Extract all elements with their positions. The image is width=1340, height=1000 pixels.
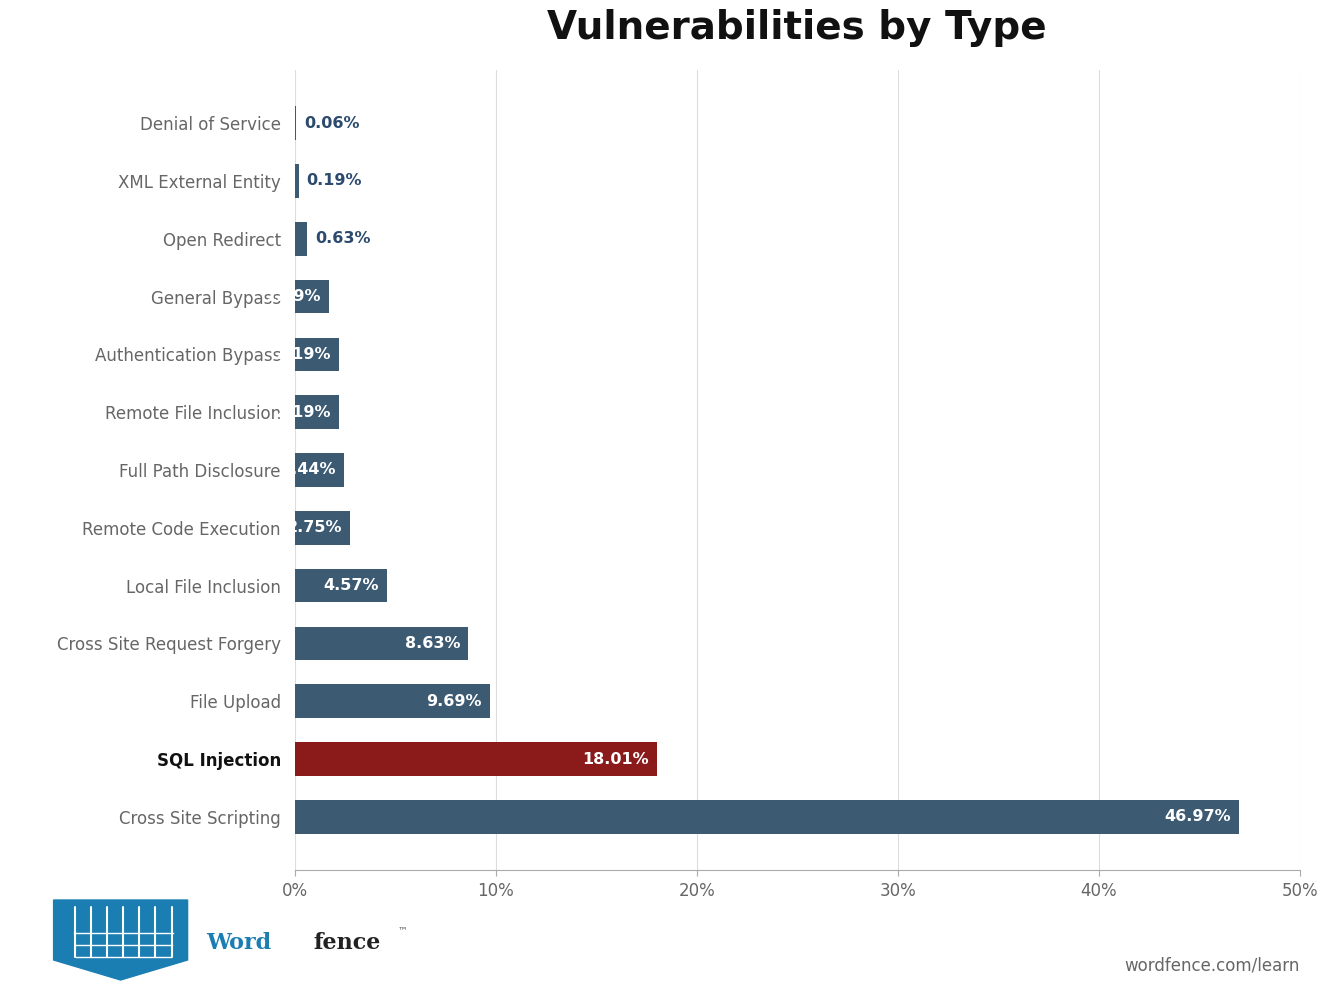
Bar bbox=[295, 338, 339, 371]
Bar bbox=[295, 684, 489, 718]
Text: 2.19%: 2.19% bbox=[275, 347, 331, 362]
Bar bbox=[295, 627, 468, 660]
Text: 2.44%: 2.44% bbox=[280, 462, 336, 478]
Text: 0.63%: 0.63% bbox=[315, 231, 371, 246]
Bar bbox=[295, 800, 1240, 834]
Text: 8.63%: 8.63% bbox=[405, 636, 460, 651]
Bar bbox=[295, 742, 657, 776]
Text: 4.57%: 4.57% bbox=[323, 578, 379, 593]
Text: 0.06%: 0.06% bbox=[304, 116, 359, 131]
Title: Vulnerabilities by Type: Vulnerabilities by Type bbox=[548, 9, 1047, 47]
Text: 2.19%: 2.19% bbox=[275, 405, 331, 420]
Text: 18.01%: 18.01% bbox=[582, 752, 649, 767]
Text: 9.69%: 9.69% bbox=[426, 694, 481, 709]
Text: ™: ™ bbox=[398, 925, 407, 935]
Text: 0.19%: 0.19% bbox=[307, 173, 362, 188]
Bar bbox=[295, 222, 307, 256]
Text: fence: fence bbox=[314, 932, 381, 954]
Text: 2.75%: 2.75% bbox=[287, 520, 342, 535]
Bar bbox=[295, 164, 299, 198]
Text: wordfence.com/learn: wordfence.com/learn bbox=[1124, 957, 1300, 975]
Text: 1.69%: 1.69% bbox=[265, 289, 320, 304]
Polygon shape bbox=[54, 900, 188, 980]
Bar bbox=[295, 511, 350, 545]
Bar bbox=[295, 395, 339, 429]
Text: Word: Word bbox=[206, 932, 272, 954]
Bar bbox=[295, 569, 387, 602]
Bar bbox=[295, 280, 328, 313]
Text: 46.97%: 46.97% bbox=[1164, 809, 1231, 824]
Bar bbox=[295, 453, 344, 487]
